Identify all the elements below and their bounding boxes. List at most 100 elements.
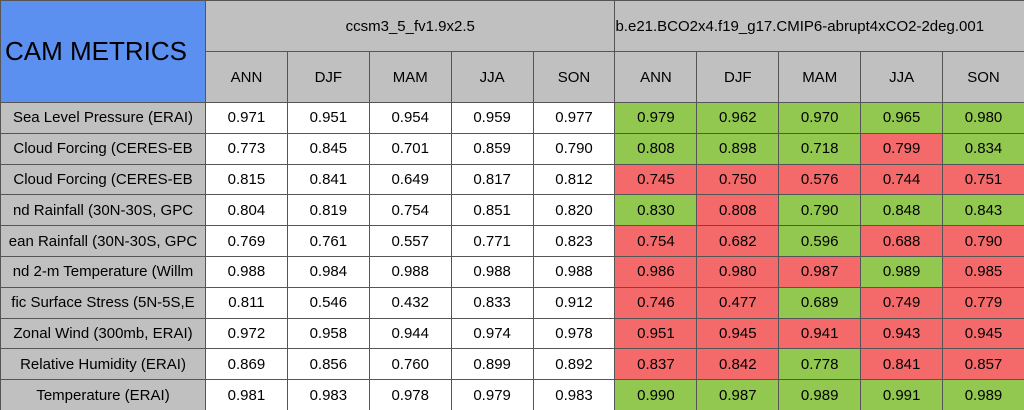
- row-label: nd Rainfall (30N-30S, GPC: [0, 194, 206, 227]
- table-title: CAM METRICS: [0, 0, 206, 103]
- row-label: Cloud Forcing (CERES-EB: [0, 132, 206, 165]
- row-label: Temperature (ERAI): [0, 379, 206, 410]
- test-value: 0.834: [942, 132, 1024, 165]
- base-value: 0.859: [450, 132, 534, 165]
- base-value: 0.804: [205, 194, 288, 227]
- base-value: 0.971: [205, 102, 288, 134]
- base-value: 0.812: [532, 163, 616, 196]
- base-value: 0.841: [286, 163, 370, 196]
- metric-row: fic Surface Stress (5N-5S,E 0.811 0.546 0.4…: [0, 286, 1024, 319]
- base-value: 0.959: [450, 102, 534, 134]
- metric-row: Sea Level Pressure (ERAI) 0.971 0.951 0.954…: [0, 102, 1024, 134]
- season-header: MAM: [368, 51, 452, 103]
- base-value: 0.432: [368, 286, 452, 319]
- base-value: 0.983: [286, 379, 370, 410]
- season-header: SON: [532, 51, 616, 103]
- test-value: 0.477: [696, 286, 780, 319]
- test-value: 0.965: [860, 102, 944, 134]
- test-value: 0.941: [778, 317, 862, 350]
- base-value: 0.984: [286, 255, 370, 288]
- test-value: 0.749: [860, 286, 944, 319]
- base-value: 0.557: [368, 225, 452, 257]
- season-header: DJF: [286, 51, 370, 103]
- base-value: 0.823: [532, 225, 616, 257]
- metric-row: Zonal Wind (300mb, ERAI) 0.972 0.958 0.944 0…: [0, 317, 1024, 350]
- season-header: SON: [942, 51, 1024, 103]
- base-value: 0.833: [450, 286, 534, 319]
- test-value: 0.746: [614, 286, 698, 319]
- test-value: 0.945: [696, 317, 780, 350]
- test-value: 0.842: [696, 348, 780, 381]
- row-label: Cloud Forcing (CERES-EB: [0, 163, 206, 196]
- season-header: ANN: [614, 51, 698, 103]
- row-label: Sea Level Pressure (ERAI): [0, 102, 206, 134]
- base-value: 0.954: [368, 102, 452, 134]
- base-value: 0.761: [286, 225, 370, 257]
- test-value: 0.985: [942, 255, 1024, 288]
- metric-row: Temperature (ERAI) 0.981 0.983 0.978 0.979 0.…: [0, 379, 1024, 410]
- base-value: 0.988: [532, 255, 616, 288]
- base-value: 0.978: [368, 379, 452, 410]
- base-value: 0.974: [450, 317, 534, 350]
- base-value: 0.815: [205, 163, 288, 196]
- base-value: 0.983: [532, 379, 616, 410]
- test-value: 0.843: [942, 194, 1024, 227]
- base-value: 0.773: [205, 132, 288, 165]
- test-value: 0.951: [614, 317, 698, 350]
- base-value: 0.988: [450, 255, 534, 288]
- base-value: 0.988: [368, 255, 452, 288]
- season-header: JJA: [860, 51, 944, 103]
- test-value: 0.808: [614, 132, 698, 165]
- test-value: 0.688: [860, 225, 944, 257]
- base-value: 0.981: [205, 379, 288, 410]
- metric-row: Relative Humidity (ERAI) 0.869 0.856 0.760 0…: [0, 348, 1024, 381]
- test-value: 0.898: [696, 132, 780, 165]
- season-header: JJA: [450, 51, 534, 103]
- row-label: Relative Humidity (ERAI): [0, 348, 206, 381]
- base-value: 0.701: [368, 132, 452, 165]
- season-header: DJF: [696, 51, 780, 103]
- row-label: nd 2-m Temperature (Willm: [0, 255, 206, 288]
- test-value: 0.990: [614, 379, 698, 410]
- base-value: 0.977: [532, 102, 616, 134]
- test-value: 0.991: [860, 379, 944, 410]
- test-value: 0.576: [778, 163, 862, 196]
- base-value: 0.951: [286, 102, 370, 134]
- test-value: 0.848: [860, 194, 944, 227]
- base-value: 0.979: [450, 379, 534, 410]
- base-value: 0.912: [532, 286, 616, 319]
- base-value: 0.817: [450, 163, 534, 196]
- test-value: 0.754: [614, 225, 698, 257]
- base-value: 0.760: [368, 348, 452, 381]
- base-value: 0.754: [368, 194, 452, 227]
- test-value: 0.790: [778, 194, 862, 227]
- test-value: 0.808: [696, 194, 780, 227]
- base-value: 0.546: [286, 286, 370, 319]
- test-value: 0.962: [696, 102, 780, 134]
- base-value: 0.869: [205, 348, 288, 381]
- test-value: 0.857: [942, 348, 1024, 381]
- test-value: 0.989: [942, 379, 1024, 410]
- test-value: 0.989: [778, 379, 862, 410]
- row-label: Zonal Wind (300mb, ERAI): [0, 317, 206, 350]
- base-value: 0.845: [286, 132, 370, 165]
- metric-row: ean Rainfall (30N-30S, GPC 0.769 0.761 0.55…: [0, 225, 1024, 257]
- base-value: 0.820: [532, 194, 616, 227]
- test-value: 0.596: [778, 225, 862, 257]
- test-value: 0.980: [696, 255, 780, 288]
- test-value: 0.837: [614, 348, 698, 381]
- test-value: 0.989: [860, 255, 944, 288]
- test-value: 0.799: [860, 132, 944, 165]
- test-value: 0.943: [860, 317, 944, 350]
- base-value: 0.769: [205, 225, 288, 257]
- test-value: 0.980: [942, 102, 1024, 134]
- test-value: 0.987: [696, 379, 780, 410]
- test-value: 0.841: [860, 348, 944, 381]
- test-value: 0.689: [778, 286, 862, 319]
- test-value: 0.945: [942, 317, 1024, 350]
- test-value: 0.718: [778, 132, 862, 165]
- base-value: 0.978: [532, 317, 616, 350]
- group-header: b.e21.BCO2x4.f19_g17.CMIP6-abrupt4xCO2-2…: [614, 0, 1024, 52]
